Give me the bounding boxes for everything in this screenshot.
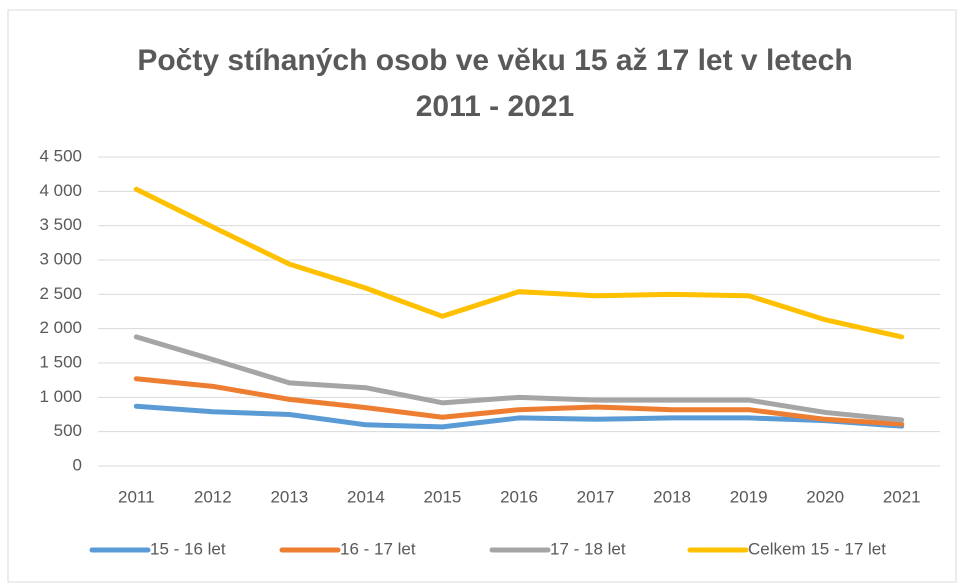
y-tick-label: 3 500	[39, 215, 82, 234]
line	[133, 376, 905, 427]
legend-label: Celkem 15 - 17 let	[748, 539, 886, 558]
y-tick-label: 3 000	[39, 249, 82, 268]
y-tick-label: 2 000	[39, 318, 82, 337]
x-tick-label: 2018	[653, 487, 691, 506]
line	[133, 403, 905, 430]
y-tick-label: 4 500	[39, 146, 82, 165]
x-tick-label: 2013	[270, 487, 308, 506]
line	[133, 186, 905, 340]
y-tick-label: 2 500	[39, 284, 82, 303]
x-tick-label: 2021	[883, 487, 921, 506]
x-tick-label: 2015	[424, 487, 462, 506]
y-tick-label: 500	[54, 421, 82, 440]
x-tick-label: 2011	[118, 487, 155, 506]
y-tick-label: 0	[73, 455, 82, 474]
y-tick-label: 4 000	[39, 181, 82, 200]
chart-border	[7, 9, 957, 583]
x-tick-label: 2014	[347, 487, 385, 506]
chart-title: Počty stíhaných osob ve věku 15 až 17 le…	[137, 44, 853, 123]
legend-label: 15 - 16 let	[150, 539, 226, 558]
legend-label: 17 - 18 let	[550, 539, 626, 558]
x-tick-label: 2016	[500, 487, 538, 506]
x-tick-label: 2019	[730, 487, 768, 506]
y-tick-label: 1 000	[39, 387, 82, 406]
line	[133, 334, 905, 423]
x-tick-label: 2012	[194, 487, 232, 506]
legend-label: 16 - 17 let	[340, 539, 416, 558]
x-tick-label: 2020	[806, 487, 844, 506]
x-tick-label: 2017	[577, 487, 615, 506]
y-tick-label: 1 500	[39, 352, 82, 371]
